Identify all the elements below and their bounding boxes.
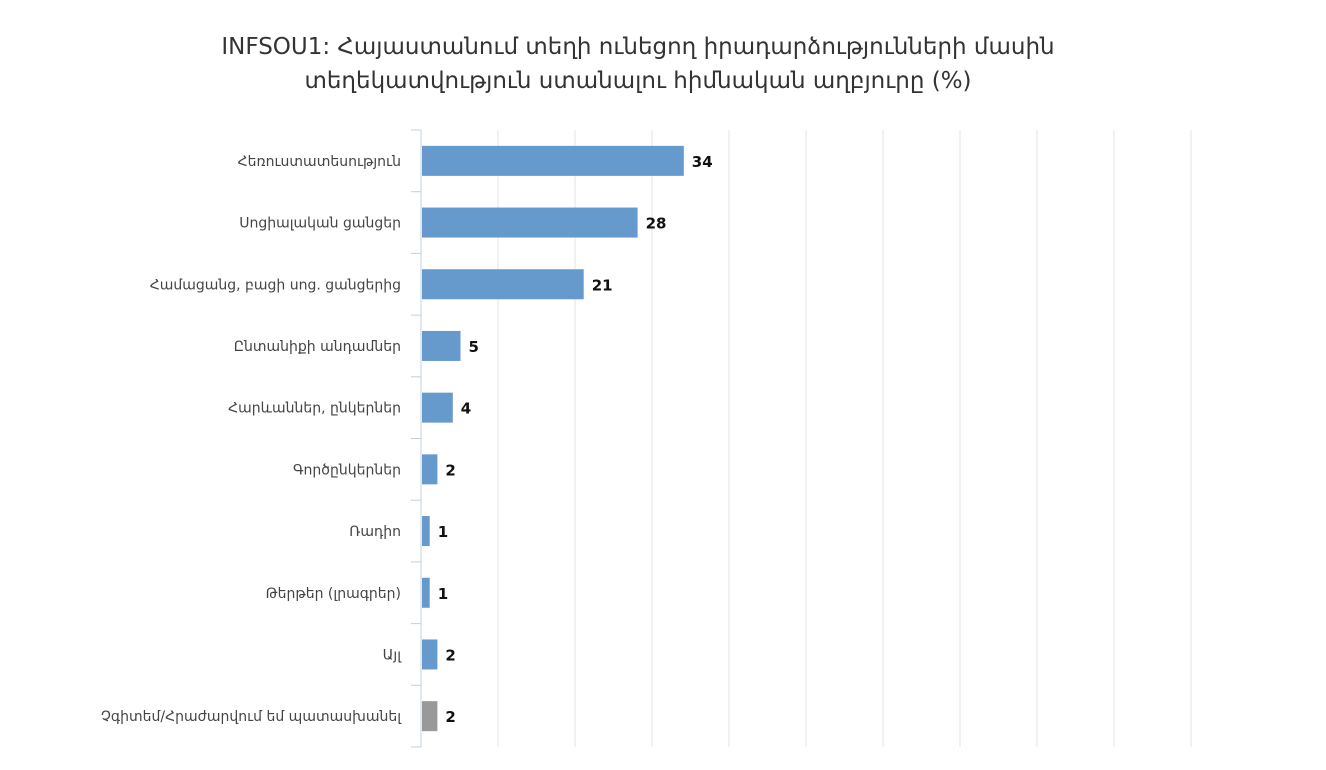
bar xyxy=(422,639,438,670)
data-label: 5 xyxy=(469,338,479,356)
chart-title: INFSOU1: Հայաստանում տեղի ունեցող իրադար… xyxy=(0,30,1276,98)
category-label: Հեռուստատեսություն xyxy=(238,154,401,170)
bar xyxy=(422,577,430,608)
category-label: Ռադիո xyxy=(349,524,401,540)
bar xyxy=(422,392,453,423)
category-label: Այլ xyxy=(383,647,403,663)
bars xyxy=(422,145,684,732)
bar xyxy=(422,145,684,176)
data-label: 1 xyxy=(438,585,448,603)
data-label: 1 xyxy=(438,523,448,541)
data-label: 2 xyxy=(445,708,455,726)
bar xyxy=(422,330,461,361)
bar xyxy=(422,269,584,300)
category-axis xyxy=(411,129,422,748)
data-label: 21 xyxy=(592,276,613,294)
category-label: Համացանց, բացի սոց. ցանցերից xyxy=(150,277,401,293)
labels: Հեռուստատեսություն 34 Սոցիալական ցանցեր 28 Հ… xyxy=(101,153,713,726)
chart-title-line-2: տեղեկատվություն ստանալու հիմնական աղբյու… xyxy=(304,68,972,94)
data-label: 4 xyxy=(461,400,471,418)
category-label: Ընտանիքի անդամներ xyxy=(234,339,401,355)
bar xyxy=(422,454,438,485)
category-label: Չգիտեմ/Հրաժարվում եմ պատասխանել xyxy=(101,709,402,725)
category-label: Թերթեր (լրագրեր) xyxy=(266,586,401,602)
category-label: Սոցիալական ցանցեր xyxy=(239,216,401,232)
bar xyxy=(422,207,638,238)
category-label: Գործընկերներ xyxy=(293,462,401,478)
data-label: 2 xyxy=(445,646,455,664)
category-label: Հարևաններ, ընկերներ xyxy=(228,401,401,417)
data-label: 28 xyxy=(646,215,667,233)
data-label: 34 xyxy=(692,153,713,171)
bar xyxy=(422,701,438,732)
gridlines xyxy=(497,130,1192,747)
bar xyxy=(422,516,430,547)
chart-title-line-1: INFSOU1: Հայաստանում տեղի ունեցող իրադար… xyxy=(221,34,1055,60)
data-label: 2 xyxy=(445,461,455,479)
